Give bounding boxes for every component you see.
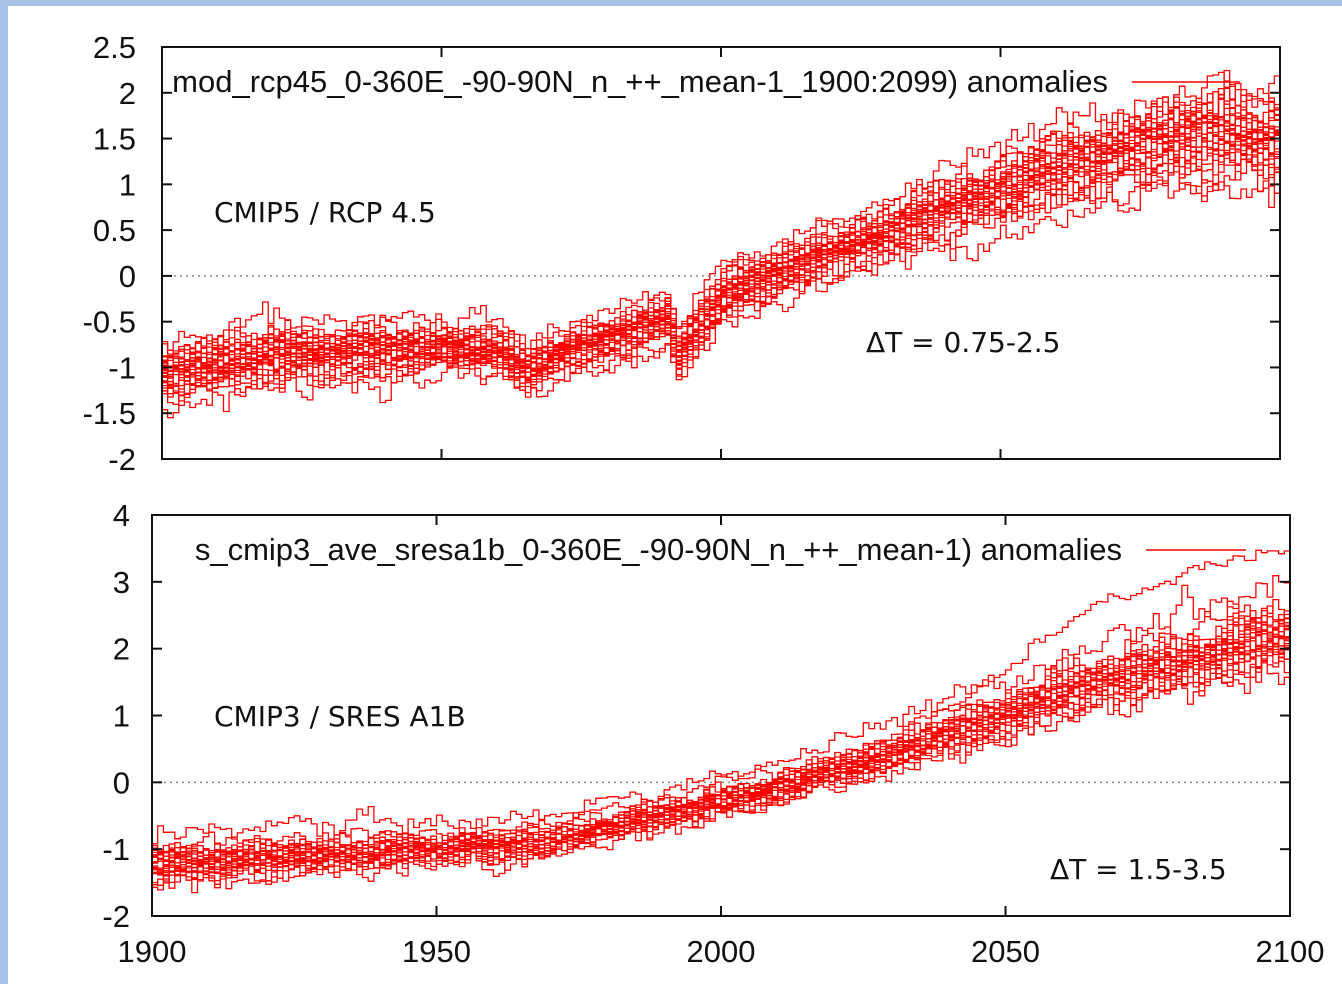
model-series-line [162,125,1280,381]
model-series-line [152,619,1290,876]
y-tick-label: 1 [113,699,130,734]
x-tick-label: 1950 [402,934,471,969]
y-tick-label: 1.5 [93,122,136,157]
chart-panel-1: 2.5 2 1.5 1 0.5 0 -0.5 -1 -1.5 -2 mod_rcp45_0-360E… [83,30,1281,477]
y-tick-label: 2 [119,76,136,111]
y-tick-label: 2.5 [93,30,136,65]
y-tick-label: -1 [102,832,130,867]
model-series-line [152,620,1290,873]
model-series-line [162,121,1280,381]
frame-border-top [0,0,1342,6]
model-series-line [162,106,1280,374]
model-series-line [152,632,1290,871]
y-tick-label: 1 [119,167,136,202]
model-series-line [162,119,1280,387]
y-tick-label: -1.5 [83,396,136,431]
model-series-line [162,118,1280,387]
model-series-line [152,640,1290,882]
model-series-line [162,107,1280,370]
model-series-line [152,617,1290,868]
y-tick-label: -0.5 [83,305,136,340]
y-tick-label: 0.5 [93,213,136,248]
outlier-series-line [721,549,1290,797]
model-series-line [152,605,1290,867]
y-tick-label: 2 [113,632,130,667]
model-series-line [162,153,1280,396]
x-tick-label: 1900 [118,934,187,969]
x-tick-label: 2000 [687,934,756,969]
model-series-line [152,571,1290,845]
y-tick-label: 4 [113,498,130,533]
model-series-line [162,171,1280,419]
scenario-annotation: CMIP5 / RCP 4.5 [214,196,436,229]
scenario-annotation: CMIP3 / SRES A1B [214,700,466,733]
model-series-line [162,145,1280,402]
model-series-line [152,627,1290,875]
x-tick-label: 2100 [1256,934,1325,969]
model-series-line [162,130,1280,390]
y-tick-label: 3 [113,565,130,600]
y-tick-label: 0 [113,765,130,800]
warming-range-annotation: ΔT = 1.5-3.5 [1050,853,1227,886]
model-series-line [162,86,1280,362]
model-series-line [152,635,1290,884]
y-tick-label: -1 [108,350,136,385]
model-series-line [152,613,1290,872]
y-tick-label: -2 [108,442,136,477]
legend-label: mod_rcp45_0-360E_-90-90N_n_++_mean-1_190… [172,64,1108,99]
frame-border-left [0,0,8,984]
ensemble-series-group [162,54,1280,419]
warming-range-annotation: ΔT = 0.75-2.5 [866,326,1061,359]
y-tick-label: 0 [119,259,136,294]
plot-frame [161,46,1281,460]
model-series-line [152,605,1290,866]
model-series-line [162,93,1280,376]
ensemble-series-group [152,549,1290,894]
x-tick-label: 2050 [971,934,1040,969]
legend-label: s_cmip3_ave_sresa1b_0-360E_-90-90N_n_++_… [195,532,1122,567]
model-series-line [162,133,1280,395]
y-tick-label: -2 [102,899,130,934]
model-series-line [152,604,1290,870]
model-series-line [152,629,1290,885]
model-series-line [152,610,1290,868]
